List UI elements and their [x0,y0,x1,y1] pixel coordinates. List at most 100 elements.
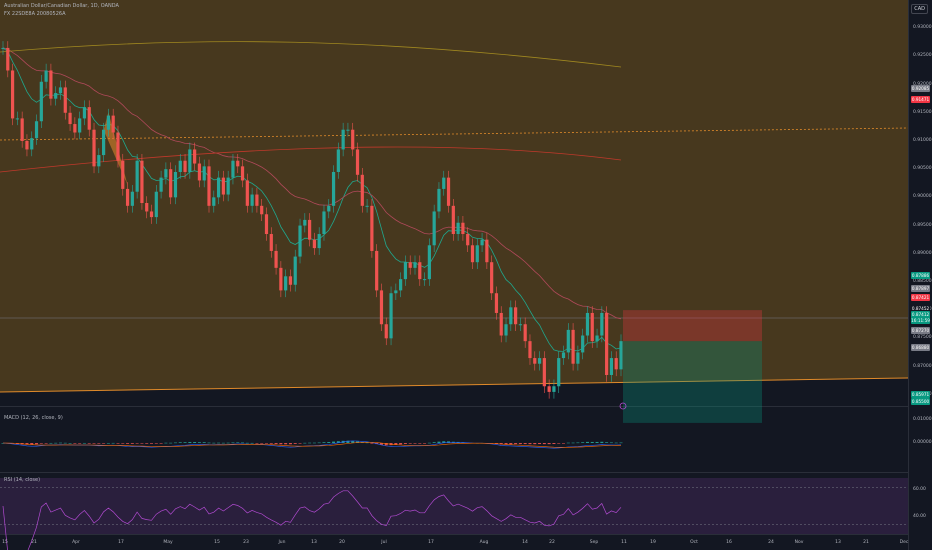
macd-bar [197,442,201,443]
candle-body [346,129,350,131]
macd-label[interactable]: MACD (12, 26, close, 9) [4,415,63,421]
candle-body [605,312,609,375]
candle-body [614,358,618,370]
price-tag: 16:11:59 [911,317,930,324]
macd-bar [245,442,249,444]
macd-bar [427,442,431,444]
macd-bar [92,443,96,444]
macd-bar [284,443,288,445]
date-tick-label: Dec [899,540,909,545]
macd-bar [356,441,360,443]
candle-body [303,219,307,226]
candle-body [116,132,120,161]
candle-body [255,194,259,206]
candle-body [308,219,312,240]
channel-bottom-line [0,377,909,393]
macd-bar [365,442,369,444]
date-tick-label: Aug [479,540,489,545]
candle-body [394,290,398,294]
price-tick-label: 0.88500 [913,278,932,284]
candle-body [590,312,594,342]
candle-body [149,211,154,218]
candle-body [68,112,72,125]
rsi-label[interactable]: RSI (14, close) [4,477,41,483]
price-tag: 0.85971 [911,391,930,398]
candle-body [480,239,484,246]
macd-bar [73,443,77,444]
candle-body [418,262,422,280]
candle-body [528,341,532,359]
target-zone [623,341,762,423]
candle-body [327,205,331,212]
macd-bar [562,443,566,444]
candle-body [121,160,125,189]
candle-body [78,118,82,133]
date-tick-label: Apr [72,540,80,545]
candle-body [54,93,58,99]
candle-body [312,239,316,249]
macd-bar [399,443,403,445]
macd-bar [523,443,527,445]
macd-bar [298,443,302,444]
candle-body [15,118,19,120]
candle-body [164,169,168,178]
macd-bar [418,443,422,444]
macd-bar [442,441,446,443]
macd-bar [264,443,268,444]
symbol-title[interactable]: Australian Dollar/Canadian Dollar, 1D, O… [4,3,119,9]
macd-bar [619,442,623,444]
candle-body [145,203,149,212]
macd-bar [566,442,570,444]
candle-body [293,256,297,285]
date-tick-label: 21 [31,540,37,545]
macd-signal-line [2,442,622,448]
macd-bar [116,443,120,444]
price-tick-label: 0.89000 [913,250,932,256]
macd-bar [39,443,43,444]
candle-body [518,324,522,326]
candle-body [97,155,101,167]
macd-bar [173,442,177,444]
candle-body [432,211,436,246]
macd-bar [106,442,110,444]
rsi-tick-label: 40.00 [913,514,926,519]
candle-body [581,335,585,353]
candle-body [288,276,293,285]
macd-bar [226,442,230,444]
macd-bar [130,443,134,444]
price-tag: 0.85500 [911,398,930,405]
date-tick-label: 15 [214,540,220,545]
date-tick-label: 24 [768,540,774,545]
candle-body [408,262,412,268]
candle-body [250,194,254,206]
macd-bar [25,443,29,445]
candle-body [193,149,197,164]
candle-body [87,107,91,130]
candle-body [437,188,441,212]
candle-body [571,329,575,364]
price-tick-label: 0.87000 [913,363,932,369]
candle-body [188,149,192,172]
indicator-title[interactable]: FX 22SDE8A 20080526A [4,11,66,17]
currency-label[interactable]: CAD [911,4,928,14]
price-tag: 0.87886 [911,272,930,279]
macd-bar [336,441,340,443]
date-tick-label: 21 [863,540,869,545]
price-tick-label: 0.89500 [913,222,932,228]
macd-tick-label: 0.01000 [913,417,932,422]
price-tick-label: 0.90500 [913,166,932,172]
candle-body [375,250,379,291]
candle-body [341,129,345,150]
macd-bar [102,443,106,444]
macd-bar [423,443,427,444]
macd-bar [514,443,518,445]
candle-body [264,214,269,235]
candle-body [140,160,144,203]
date-tick-label: 14 [522,540,528,545]
macd-bar [614,442,618,444]
candle-body [58,87,63,94]
candle-body [446,177,451,206]
candle-body [159,177,163,192]
